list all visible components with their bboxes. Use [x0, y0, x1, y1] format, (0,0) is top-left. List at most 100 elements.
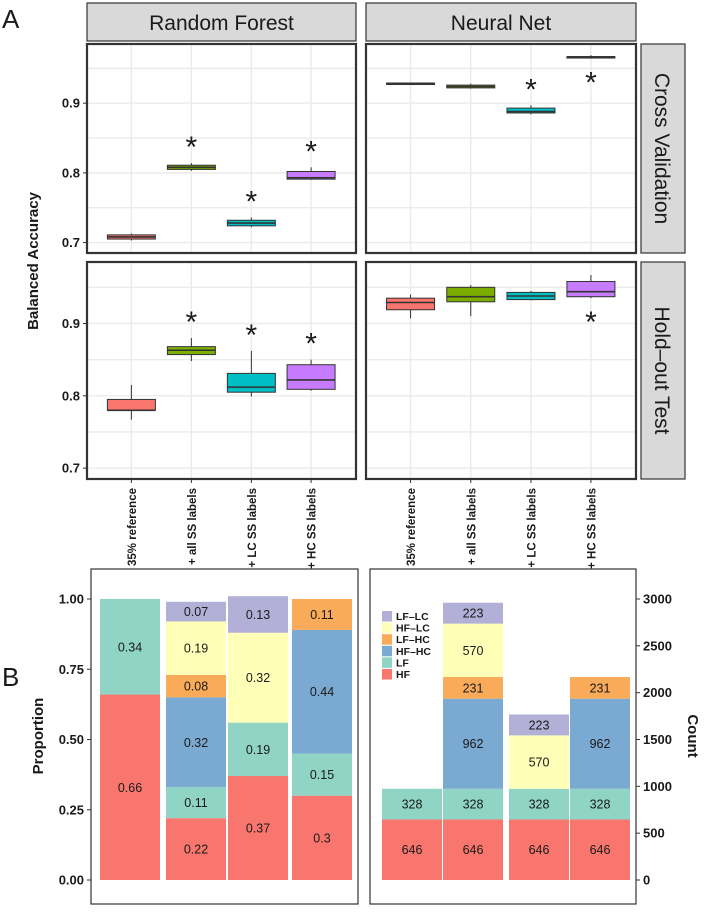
x-category-all-ss-labels: + all SS labels — [187, 488, 199, 565]
accuracy-axis-title: Balanced Accuracy — [25, 191, 42, 330]
segment-label-lf-hc: 231 — [463, 681, 484, 695]
segment-label-lf: 0.19 — [246, 743, 270, 757]
segment-label-hf: 0.66 — [118, 781, 142, 795]
x-category-35-reference: 35% reference — [127, 488, 139, 566]
count-tick-label: 1000 — [643, 779, 672, 794]
strip-neural-net — [365, 2, 637, 42]
x-category-labels: 35% reference + all SS labels + LC SS labe… — [127, 479, 598, 569]
segment-lf-lc — [509, 714, 569, 736]
y-tick-label: 0.9 — [62, 316, 80, 331]
x-category-hc-ss-labels: + HC SS labels — [307, 488, 319, 569]
legend-swatch-lf-lc — [382, 611, 392, 622]
legend-swatch-lf-hc — [382, 634, 392, 645]
segment-lf — [292, 753, 352, 796]
segment-hf — [228, 776, 288, 880]
segment-label-lf: 328 — [529, 798, 550, 812]
y-tick-label: 0.8 — [62, 165, 80, 180]
y-tick-label: 0.8 — [62, 388, 80, 403]
segment-hf — [382, 819, 442, 880]
box-body — [226, 372, 276, 393]
box-body — [386, 297, 436, 311]
segment-hf — [100, 694, 160, 880]
segment-label-lf: 0.15 — [310, 768, 334, 782]
proportion-axis-title: Proportion — [30, 698, 47, 775]
segment-label-hf-lc: 0.19 — [184, 642, 208, 656]
segment-hf-lc — [166, 621, 226, 675]
segment-lf-lc — [166, 601, 226, 622]
box-lc-ss-labels — [506, 290, 556, 301]
segment-hf — [509, 819, 569, 880]
segment-label-lf: 0.34 — [118, 640, 142, 654]
segment-label-lf: 0.11 — [184, 796, 207, 810]
segment-label-lf-hc: 0.11 — [310, 608, 333, 622]
strip-cross-validation-label: Cross Validation — [650, 73, 673, 224]
count-axis-title: Count — [684, 714, 701, 757]
segment-label-lf: 328 — [463, 798, 484, 812]
legend-swatch-lf — [382, 657, 392, 668]
box-35-reference — [386, 82, 436, 86]
box-35-reference — [106, 384, 156, 420]
segment-lf-lc — [443, 602, 503, 624]
segment-lf — [382, 788, 442, 820]
panel-label-a: A — [2, 4, 20, 34]
y-tick-label: 0.7 — [62, 461, 80, 476]
segment-label-hf: 0.37 — [246, 822, 270, 836]
legend-label-hf: HF — [396, 669, 411, 681]
segment-hf — [443, 819, 503, 880]
segment-hf-lc — [509, 735, 569, 789]
segment-label-lf-hc: 231 — [590, 681, 611, 695]
strip-cross-validation — [640, 43, 686, 254]
panel-neural-net-hold-out-test: * — [364, 260, 638, 481]
strip-neural-net-label: Neural Net — [451, 12, 552, 35]
segment-label-hf: 646 — [402, 843, 423, 857]
segment-hf-hc — [292, 629, 352, 754]
segment-hf-lc — [443, 623, 503, 678]
segment-hf-lc — [228, 632, 288, 723]
segment-label-hf-lc: 0.32 — [246, 671, 270, 685]
legend-label-lf-lc: LF–LC — [396, 611, 429, 623]
strip-random-forest-label: Random Forest — [149, 12, 294, 35]
x-category-35-reference: 35% reference — [406, 488, 418, 566]
segment-lf-hc — [292, 599, 352, 630]
box-hc-ss-labels: * — [286, 135, 336, 180]
segment-label-hf: 0.3 — [313, 831, 330, 845]
boxplot-panels: ***0.70.80.9 * ** * *0.70.80.9 * — [62, 42, 638, 481]
legend-label-hf-lc: HF–LC — [396, 623, 430, 635]
box-body — [506, 107, 556, 114]
proportion-tick-label: 0.75 — [59, 662, 84, 677]
segment-label-lf: 328 — [590, 798, 611, 812]
segment-label-lf-lc: 223 — [463, 607, 484, 621]
segment-label-lf-lc: 223 — [529, 718, 550, 732]
box-body — [106, 398, 156, 411]
proportion-tick-label: 0.50 — [59, 732, 84, 747]
box-body — [286, 364, 336, 390]
strip-holdout-test-label: Hold–out Test — [650, 306, 673, 434]
box-lc-ss-labels: * — [226, 319, 276, 397]
count-tick-label: 0 — [643, 873, 650, 888]
panel-border — [364, 42, 638, 255]
x-category-lc-ss-labels: + LC SS labels — [247, 488, 259, 568]
strip-holdout-test — [640, 261, 686, 480]
box-all-ss-labels: * — [166, 306, 216, 362]
significance-star: * — [305, 328, 317, 361]
segment-label-hf-hc: 0.32 — [184, 736, 208, 750]
proportion-panel-border — [90, 568, 359, 905]
significance-star: * — [186, 306, 198, 339]
proportion-tick-label: 0.00 — [59, 873, 84, 888]
strip-random-forest — [86, 2, 357, 42]
panel-label-b: B — [2, 662, 19, 692]
segment-hf — [292, 795, 352, 880]
segment-lf-hc — [570, 677, 630, 699]
legend-swatch-hf-hc — [382, 645, 392, 657]
segment-label-hf-hc: 962 — [463, 737, 484, 751]
segment-lf — [166, 787, 226, 819]
box-body — [286, 170, 336, 180]
count-bar-3: 646 328 570 223 — [509, 714, 569, 880]
significance-star: * — [246, 185, 258, 218]
proportion-tick-label: 1.00 — [59, 592, 84, 607]
panel-random-forest-hold-out-test: * * * — [85, 260, 358, 481]
segment-label-hf-hc: 962 — [590, 737, 611, 751]
legend-label-hf-hc: HF–HC — [396, 646, 431, 658]
box-all-ss-labels — [446, 285, 496, 317]
